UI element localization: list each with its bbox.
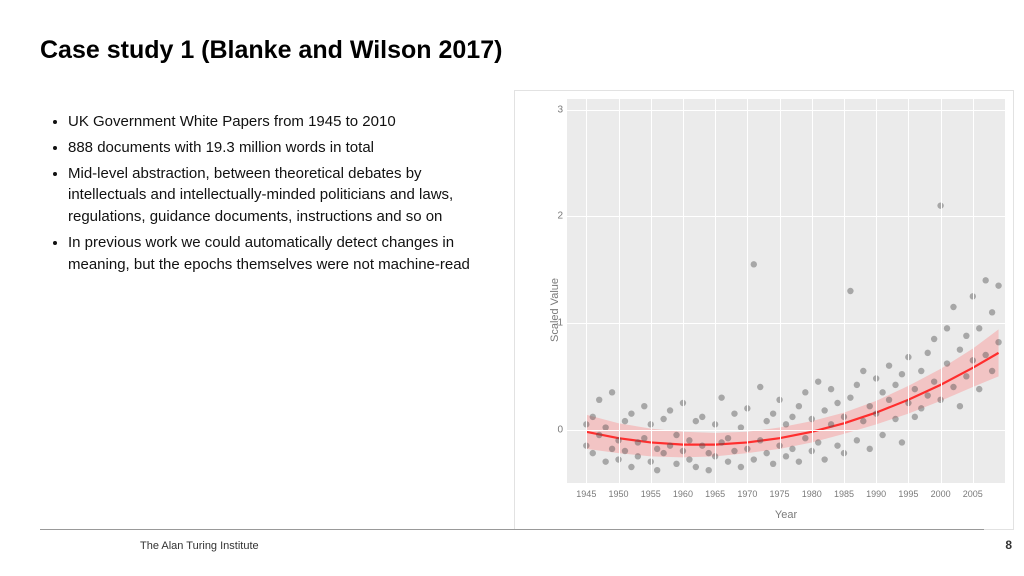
x-tick-label: 1970 bbox=[737, 489, 757, 499]
x-tick-label: 1945 bbox=[576, 489, 596, 499]
bullet-item: In previous work we could automatically … bbox=[68, 232, 480, 276]
footer-divider bbox=[40, 529, 984, 530]
bullet-list: UK Government White Papers from 1945 to … bbox=[40, 111, 480, 275]
x-tick-label: 1955 bbox=[641, 489, 661, 499]
x-tick-label: 1965 bbox=[705, 489, 725, 499]
x-tick-label: 1975 bbox=[770, 489, 790, 499]
page-number: 8 bbox=[1005, 538, 1012, 552]
bullet-item: 888 documents with 19.3 million words in… bbox=[68, 137, 480, 159]
y-tick-label: 3 bbox=[549, 104, 563, 115]
x-tick-label: 1995 bbox=[898, 489, 918, 499]
bullets-column: UK Government White Papers from 1945 to … bbox=[40, 93, 480, 279]
footer-text: The Alan Turing Institute bbox=[140, 540, 259, 552]
x-tick-label: 2000 bbox=[931, 489, 951, 499]
plot-area bbox=[567, 99, 1005, 483]
bullet-item: UK Government White Papers from 1945 to … bbox=[68, 111, 480, 133]
chart-svg bbox=[567, 99, 1005, 483]
y-tick-label: 2 bbox=[549, 211, 563, 222]
x-tick-label: 1960 bbox=[673, 489, 693, 499]
y-tick-label: 0 bbox=[549, 424, 563, 435]
scatter-chart: Scaled Value Year 0 1 2 3 1945 1950 1955 1960 19… bbox=[514, 90, 1014, 530]
x-tick-label: 1990 bbox=[866, 489, 886, 499]
x-tick-label: 1980 bbox=[802, 489, 822, 499]
x-tick-label: 1985 bbox=[834, 489, 854, 499]
bullet-item: Mid-level abstraction, between theoretic… bbox=[68, 163, 480, 228]
x-tick-label: 2005 bbox=[963, 489, 983, 499]
y-tick-label: 1 bbox=[549, 318, 563, 329]
y-axis-label: Scaled Value bbox=[549, 278, 561, 342]
x-axis-label: Year bbox=[567, 509, 1005, 521]
slide: Case study 1 (Blanke and Wilson 2017) UK… bbox=[0, 0, 1024, 576]
x-tick-label: 1950 bbox=[609, 489, 629, 499]
slide-title: Case study 1 (Blanke and Wilson 2017) bbox=[40, 36, 984, 65]
